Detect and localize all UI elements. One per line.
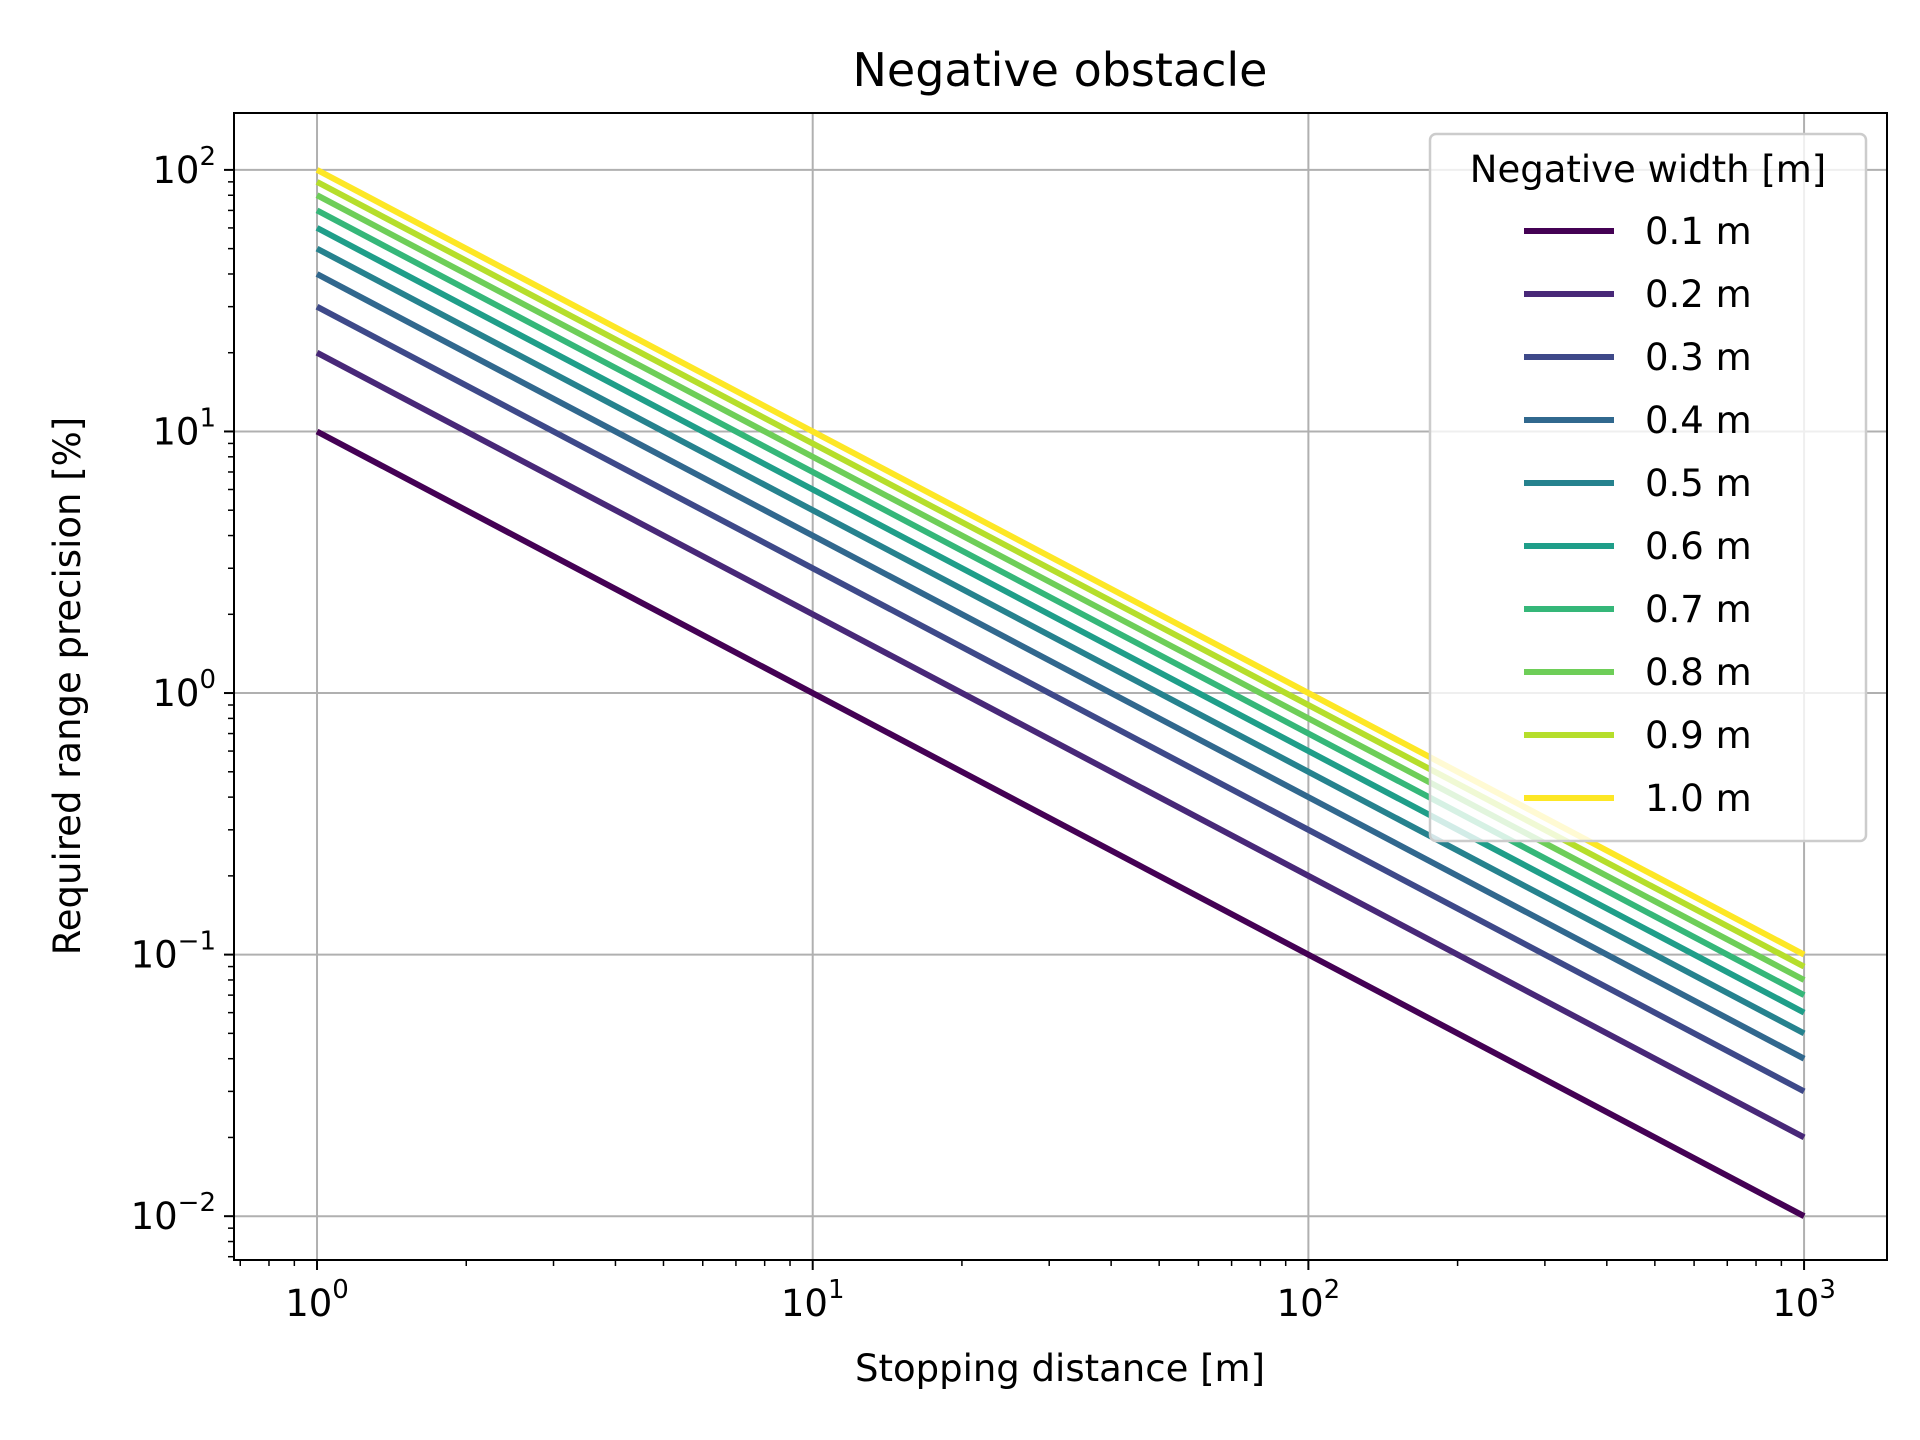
y-tick-label: 100 — [152, 665, 216, 715]
tick-labels: 100 101 102 103 10−2 10−1 100 101 102 — [131, 142, 1836, 1325]
legend-item: 0.2 m — [1524, 273, 1752, 316]
legend-label: 0.6 m — [1645, 525, 1752, 568]
plot-frame — [233, 112, 1888, 1261]
series-lines — [315, 167, 1806, 1219]
legend-item: 0.7 m — [1524, 588, 1752, 631]
series-line-0-4-m — [315, 271, 1806, 1062]
legend-box — [1428, 132, 1868, 843]
y-tick-label: 102 — [152, 142, 216, 192]
series-line-0-3-m — [315, 304, 1806, 1095]
legend-item: 0.5 m — [1524, 462, 1752, 505]
legend-label: 0.2 m — [1645, 273, 1752, 316]
legend-label: 0.9 m — [1645, 714, 1752, 757]
legend-items: 0.1 m 0.2 m 0.3 m 0.4 m 0.5 m 0.6 m 0.7 m 0.8 m… — [1524, 210, 1752, 820]
chart-title: Negative obstacle — [853, 43, 1268, 97]
legend-item: 0.4 m — [1524, 399, 1752, 442]
legend-label: 0.7 m — [1645, 588, 1752, 631]
series-line-0-7-m — [315, 207, 1806, 998]
legend-item: 0.9 m — [1524, 714, 1752, 757]
series-line-0-2-m — [315, 350, 1806, 1141]
legend-label: 0.8 m — [1645, 651, 1752, 694]
legend-label: 0.4 m — [1645, 399, 1752, 442]
x-tick-label: 102 — [1277, 1275, 1341, 1325]
legend-item: 0.3 m — [1524, 336, 1752, 379]
axis-ticks — [224, 168, 1806, 1270]
legend-item: 1.0 m — [1524, 777, 1752, 820]
series-line-0-5-m — [315, 245, 1806, 1037]
series-line-0-8-m — [315, 192, 1806, 983]
series-line-0-6-m — [315, 225, 1806, 1016]
legend-item: 0.1 m — [1524, 210, 1752, 253]
legend-item: 0.6 m — [1524, 525, 1752, 568]
x-tick-label: 100 — [285, 1275, 349, 1325]
x-axis-label: Stopping distance [m] — [855, 1347, 1265, 1390]
legend-label: 0.3 m — [1645, 336, 1752, 379]
y-tick-label: 101 — [152, 403, 216, 453]
y-tick-label: 10−1 — [131, 927, 216, 977]
y-axis-label: Required range precision [%] — [46, 417, 89, 956]
x-tick-label: 101 — [781, 1275, 845, 1325]
legend: Negative width [m] 0.1 m0.2 m0.3 m0.4 m0… — [1428, 132, 1868, 843]
legend-label: 0.1 m — [1645, 210, 1752, 253]
legend-item: 0.8 m — [1524, 651, 1752, 694]
y-tick-label: 10−2 — [131, 1188, 216, 1238]
legend-label: 0.5 m — [1645, 462, 1752, 505]
series-line-0-1-m — [315, 428, 1806, 1219]
legend-label: 1.0 m — [1645, 777, 1752, 820]
x-tick-label: 103 — [1772, 1275, 1836, 1325]
legend-title: Negative width [m] — [1470, 148, 1826, 191]
